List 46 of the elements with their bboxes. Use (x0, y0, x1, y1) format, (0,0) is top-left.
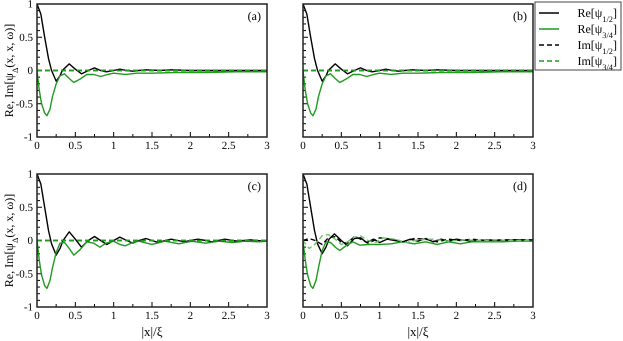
x-tick-label: 3 (530, 310, 536, 322)
y-tick-label: -1 (24, 132, 33, 144)
annotation: (c) (248, 179, 261, 193)
x-tick-label: 2 (188, 140, 194, 152)
x-tick-label: 2 (454, 140, 460, 152)
x-tick-label: 3 (264, 140, 270, 152)
annotation: (d) (513, 179, 527, 193)
legend-label: Re[ψ$_{1/2}$] (577, 6, 617, 24)
x-axis-title: |x|/ξ (141, 324, 163, 339)
x-tick-label: 0.5 (334, 310, 349, 322)
legend-label: Im[ψ$_{1/2}$] (577, 38, 617, 56)
y-tick-label: -0.5 (16, 268, 34, 280)
x-tick-label: 2 (454, 310, 460, 322)
annotation: (a) (248, 9, 261, 23)
x-tick-label: 1.5 (145, 140, 160, 152)
x-tick-label: 2.5 (222, 140, 236, 152)
x-tick-label: 3 (264, 310, 270, 322)
y-tick-label: 1 (28, 0, 33, 11)
y-tick-label: 1 (28, 168, 33, 181)
y-tick-label: 0 (28, 65, 34, 78)
x-tick-label: 1 (376, 140, 382, 152)
x-tick-label: 0 (300, 140, 306, 152)
annotation: (b) (513, 9, 527, 23)
x-tick-label: 0.5 (68, 140, 83, 152)
legend-label: Im[ψ$_{3/4}$] (577, 54, 617, 72)
x-axis-title: |x|/ξ (407, 324, 429, 339)
x-tick-label: 1.5 (411, 310, 426, 322)
y-tick-label: 0.5 (19, 32, 34, 44)
x-tick-label: 2.5 (488, 140, 502, 152)
x-tick-label: 0.5 (334, 140, 349, 152)
x-tick-label: 2.5 (222, 310, 236, 322)
x-tick-label: 0 (300, 310, 306, 322)
x-tick-label: 2 (188, 310, 194, 322)
y-tick-label: -1 (24, 302, 33, 314)
y-tick-label: -0.5 (16, 98, 34, 110)
x-tick-label: 1.5 (145, 310, 160, 322)
x-tick-label: 1 (110, 140, 116, 152)
x-tick-label: 3 (530, 140, 536, 152)
x-tick-label: 2.5 (488, 310, 502, 322)
x-tick-label: 1 (110, 310, 116, 322)
y-tick-label: 0 (28, 235, 34, 248)
x-tick-label: 0.5 (68, 310, 83, 322)
legend-label: Re[ψ$_{3/4}$] (577, 22, 617, 40)
y-tick-label: 0.5 (19, 202, 34, 214)
x-tick-label: 1 (376, 310, 382, 322)
x-tick-label: 1.5 (411, 140, 426, 152)
